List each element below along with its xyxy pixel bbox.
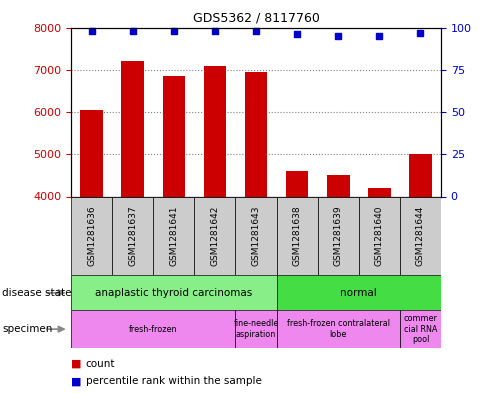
Bar: [286, 171, 308, 196]
Bar: [236, 196, 276, 275]
Bar: [71, 196, 112, 275]
Bar: [318, 196, 359, 275]
Text: GSM1281641: GSM1281641: [170, 206, 178, 266]
Point: [88, 28, 96, 34]
Title: GDS5362 / 8117760: GDS5362 / 8117760: [193, 12, 319, 25]
Point: [211, 28, 219, 34]
Bar: [204, 66, 226, 196]
Bar: [71, 310, 236, 348]
Text: GSM1281636: GSM1281636: [87, 206, 96, 266]
Bar: [276, 196, 318, 275]
Point: [416, 29, 424, 36]
Bar: [71, 275, 276, 310]
Point: [375, 33, 383, 39]
Text: GSM1281644: GSM1281644: [416, 206, 425, 266]
Bar: [327, 175, 349, 196]
Text: GSM1281638: GSM1281638: [293, 206, 302, 266]
Text: GSM1281640: GSM1281640: [375, 206, 384, 266]
Bar: [122, 61, 144, 196]
Text: fresh-frozen: fresh-frozen: [129, 325, 177, 334]
Bar: [163, 76, 185, 196]
Bar: [153, 196, 195, 275]
Text: count: count: [86, 358, 115, 369]
Point: [334, 33, 342, 39]
Text: percentile rank within the sample: percentile rank within the sample: [86, 376, 262, 386]
Text: GSM1281643: GSM1281643: [251, 206, 261, 266]
Bar: [409, 154, 432, 196]
Bar: [195, 196, 236, 275]
Point: [293, 31, 301, 37]
Text: fine-needle
aspiration: fine-needle aspiration: [233, 320, 279, 339]
Text: specimen: specimen: [2, 324, 53, 334]
Text: commer
cial RNA
pool: commer cial RNA pool: [403, 314, 438, 344]
Text: fresh-frozen contralateral
lobe: fresh-frozen contralateral lobe: [287, 320, 390, 339]
Text: anaplastic thyroid carcinomas: anaplastic thyroid carcinomas: [95, 288, 252, 298]
Bar: [236, 310, 276, 348]
Bar: [276, 275, 441, 310]
Point: [170, 28, 178, 34]
Text: ■: ■: [71, 376, 81, 386]
Bar: [400, 196, 441, 275]
Bar: [368, 188, 391, 196]
Bar: [400, 310, 441, 348]
Bar: [245, 72, 268, 196]
Text: ■: ■: [71, 358, 81, 369]
Text: disease state: disease state: [2, 288, 72, 298]
Bar: [276, 310, 400, 348]
Bar: [359, 196, 400, 275]
Point: [129, 28, 137, 34]
Text: GSM1281639: GSM1281639: [334, 206, 343, 266]
Point: [252, 28, 260, 34]
Bar: [80, 110, 103, 196]
Text: normal: normal: [341, 288, 377, 298]
Text: GSM1281642: GSM1281642: [210, 206, 220, 266]
Text: GSM1281637: GSM1281637: [128, 206, 137, 266]
Bar: [112, 196, 153, 275]
